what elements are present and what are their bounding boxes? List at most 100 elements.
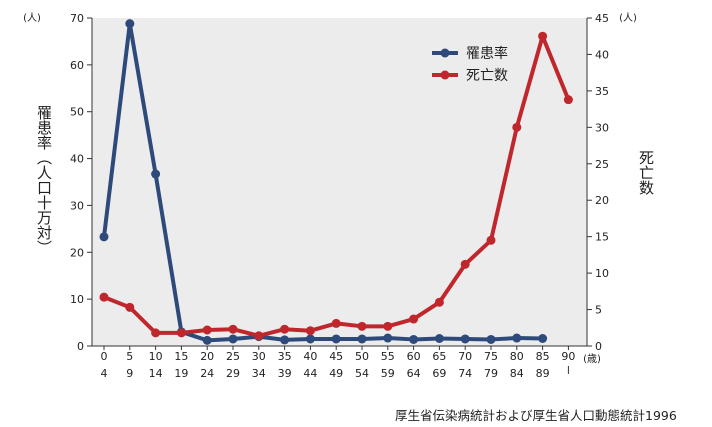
x-tick-label-start: 30 — [252, 350, 266, 363]
x-tick-label-end: 29 — [226, 367, 240, 380]
legend-marker-deaths — [440, 70, 450, 80]
series-point-1 — [151, 328, 161, 338]
left-tick-label: 10 — [70, 293, 84, 306]
series-point-1 — [383, 321, 393, 331]
x-tick-label-start: 70 — [458, 350, 472, 363]
right-tick-label: 30 — [595, 121, 609, 134]
left-tick-label: 40 — [70, 153, 84, 166]
series-point-0 — [202, 335, 212, 345]
right-axis-unit: (人) — [619, 12, 637, 24]
series-point-0 — [305, 334, 315, 344]
x-tick-label-end: 34 — [252, 367, 266, 380]
x-tick-label-end: 4 — [101, 367, 108, 380]
x-tick-label-start: 85 — [536, 350, 550, 363]
x-tick-label-start: 60 — [407, 350, 421, 363]
x-tick-label-start: 40 — [303, 350, 317, 363]
x-tick-label-start: 75 — [484, 350, 498, 363]
x-tick-label-start: 90 — [561, 350, 575, 363]
series-point-1 — [125, 302, 135, 312]
source-note: 厚生省伝染病統計および厚生省人口動態統計1996 — [395, 408, 677, 423]
series-point-0 — [357, 334, 367, 344]
x-tick-label-start: 20 — [200, 350, 214, 363]
x-tick-label-start: 35 — [278, 350, 292, 363]
x-tick-label-end: 89 — [536, 367, 550, 380]
left-tick-label: 20 — [70, 246, 84, 259]
x-tick-label-start: 45 — [329, 350, 343, 363]
series-point-0 — [99, 232, 109, 242]
x-tick-label-end: 84 — [510, 367, 524, 380]
series-point-0 — [538, 334, 548, 344]
left-tick-label: 70 — [70, 12, 84, 25]
left-tick-label: 50 — [70, 106, 84, 119]
x-tick-label-start: 0 — [101, 350, 108, 363]
x-tick-label-start: 80 — [510, 350, 524, 363]
left-tick-label: 30 — [70, 199, 84, 212]
x-tick-label-start: 55 — [381, 350, 395, 363]
right-tick-label: 20 — [595, 194, 609, 207]
series-point-1 — [563, 95, 573, 105]
left-tick-label: 60 — [70, 59, 84, 72]
series-point-1 — [228, 324, 238, 334]
series-point-1 — [99, 292, 109, 302]
x-tick-label-end: 9 — [126, 367, 133, 380]
legend-marker-incidence — [440, 48, 450, 58]
series-point-1 — [538, 31, 548, 41]
series-point-0 — [486, 334, 496, 344]
left-tick-label: 0 — [77, 340, 84, 353]
x-tick-label-end: 39 — [278, 367, 292, 380]
x-tick-label-end: 74 — [458, 367, 472, 380]
right-tick-label: 25 — [595, 158, 609, 171]
left-axis-unit: (人) — [23, 12, 41, 24]
series-point-0 — [434, 334, 444, 344]
series-point-1 — [512, 122, 522, 132]
series-point-1 — [176, 328, 186, 338]
legend-label-incidence: 罹患率 — [466, 45, 508, 62]
right-tick-label: 15 — [595, 231, 609, 244]
series-point-0 — [460, 334, 470, 344]
series-point-0 — [151, 169, 161, 179]
x-tick-label-start: 5 — [126, 350, 133, 363]
series-point-1 — [331, 318, 341, 328]
x-tick-label-start: 65 — [432, 350, 446, 363]
right-tick-label: 35 — [595, 85, 609, 98]
series-point-0 — [512, 333, 522, 343]
left-axis-title: 罹患率（人口十万対） — [35, 105, 53, 255]
series-point-0 — [280, 335, 290, 345]
x-tick-label-start: 10 — [149, 350, 163, 363]
x-tick-label-end: 24 — [200, 367, 214, 380]
plot-area — [92, 18, 587, 346]
x-tick-label-end: 69 — [432, 367, 446, 380]
legend: 罹患率 死亡数 — [432, 45, 508, 84]
series-point-1 — [280, 324, 290, 334]
x-tick-label-start: 50 — [355, 350, 369, 363]
x-tick-label-end: 44 — [303, 367, 317, 380]
right-axis-title: 死亡数 — [637, 150, 655, 195]
series-point-1 — [357, 321, 367, 331]
x-tick-label-end: 14 — [149, 367, 163, 380]
series-point-0 — [383, 333, 393, 343]
series-point-0 — [228, 334, 238, 344]
series-point-1 — [434, 297, 444, 307]
x-tick-label-end: 49 — [329, 367, 343, 380]
x-tick-label-start: 25 — [226, 350, 240, 363]
series-point-1 — [254, 331, 264, 341]
x-tick-label-end: 19 — [174, 367, 188, 380]
right-tick-label: 40 — [595, 48, 609, 61]
right-tick-label: 45 — [595, 12, 609, 25]
x-tick-label-end: 54 — [355, 367, 369, 380]
series-point-0 — [409, 334, 419, 344]
right-tick-label: 0 — [595, 340, 602, 353]
x-tick-label-end: 79 — [484, 367, 498, 380]
right-tick-label: 10 — [595, 267, 609, 280]
x-tick-label-end: 64 — [407, 367, 421, 380]
right-tick-label: 5 — [595, 304, 602, 317]
series-point-1 — [305, 326, 315, 336]
series-point-1 — [486, 235, 496, 245]
x-tick-label-start: 15 — [174, 350, 188, 363]
series-point-1 — [202, 325, 212, 335]
series-point-0 — [125, 19, 135, 29]
series-point-1 — [460, 259, 470, 269]
x-tick-label-end: 59 — [381, 367, 395, 380]
x-axis-unit: (歳) — [583, 353, 601, 365]
